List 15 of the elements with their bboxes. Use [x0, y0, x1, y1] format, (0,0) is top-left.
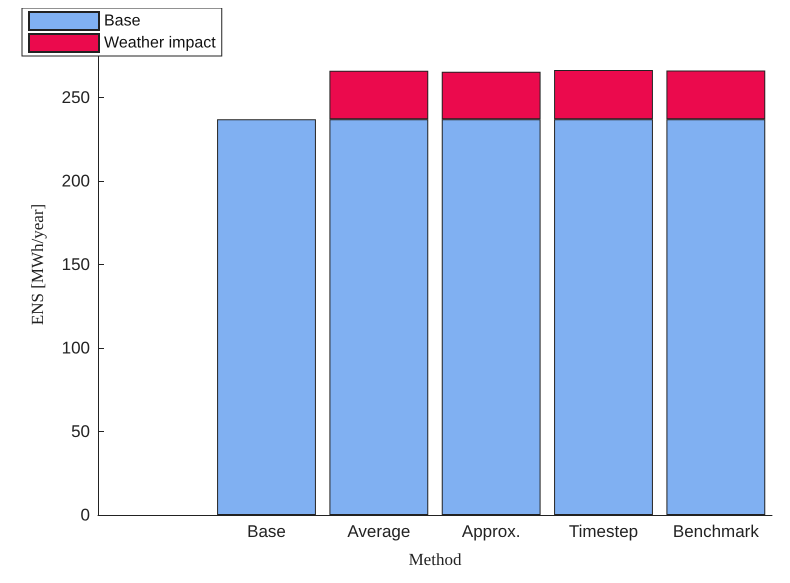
x-tick-label: Benchmark — [672, 522, 760, 541]
legend-label: Base — [104, 12, 141, 30]
y-tick-label: 100 — [62, 338, 90, 358]
x-tick-label: Base — [247, 522, 286, 541]
legend-label: Weather impact — [104, 34, 216, 52]
y-tick-label: 200 — [62, 172, 90, 190]
x-tick-label: Approx. — [462, 522, 520, 541]
x-tick-label: Average — [347, 522, 410, 541]
x-axis-title: Method — [408, 550, 462, 569]
y-tick-label: 50 — [71, 422, 90, 441]
x-tick-label: Timestep — [568, 522, 638, 541]
y-tick-label: 250 — [62, 88, 90, 107]
y-tick-label: 0 — [80, 506, 90, 524]
y-tick-label: 150 — [62, 255, 90, 274]
y-axis-title: ENS [MWh/year] — [28, 204, 47, 326]
